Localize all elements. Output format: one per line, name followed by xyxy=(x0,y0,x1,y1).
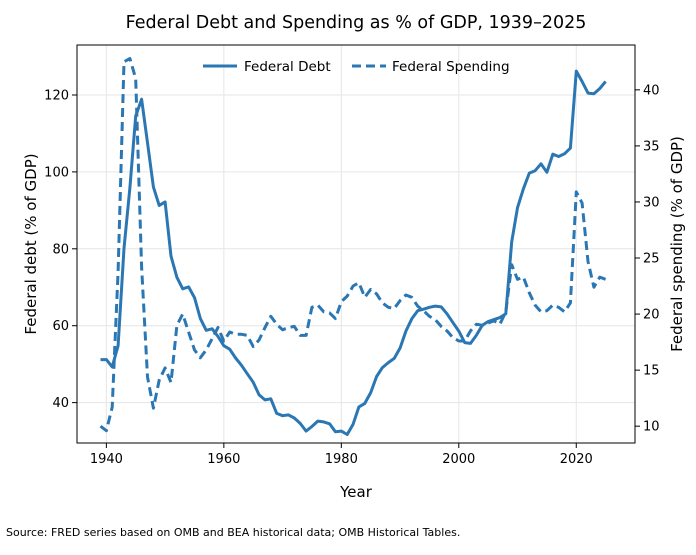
left-tick-label: 40 xyxy=(52,396,69,411)
series-line-federal-spending xyxy=(99,57,607,433)
x-tick-label: 1960 xyxy=(207,452,240,467)
x-tick-label: 2020 xyxy=(560,452,593,467)
left-tick-label: 100 xyxy=(44,165,69,180)
plot-lines xyxy=(99,57,607,436)
x-tick-label: 1940 xyxy=(90,452,123,467)
left-axis-label: Federal debt (% of GDP) xyxy=(22,153,40,334)
right-tick-label: 25 xyxy=(643,252,660,267)
left-axis-ticks: 40 60 80 100 120 xyxy=(44,88,77,411)
right-tick-label: 35 xyxy=(643,139,660,154)
grid xyxy=(77,45,635,443)
right-tick-label: 30 xyxy=(643,195,660,210)
right-axis-label: Federal spending (% of GDP) xyxy=(668,136,686,352)
right-axis-ticks: 10 15 20 25 30 35 40 xyxy=(635,83,660,435)
left-tick-label: 80 xyxy=(52,242,69,257)
source-note: Source: FRED series based on OMB and BEA… xyxy=(6,526,461,539)
x-axis-label: Year xyxy=(339,483,373,501)
right-tick-label: 40 xyxy=(643,83,660,98)
left-tick-label: 120 xyxy=(44,88,69,103)
series-line-federal-debt xyxy=(100,69,607,436)
legend: Federal Debt Federal Spending xyxy=(203,59,510,75)
legend-label-federal-debt: Federal Debt xyxy=(244,59,331,75)
right-tick-label: 15 xyxy=(643,364,660,379)
x-tick-label: 2000 xyxy=(442,452,475,467)
plot-frame xyxy=(76,44,636,444)
chart-title: Federal Debt and Spending as % of GDP, 1… xyxy=(126,13,587,33)
x-axis-ticks: 1940 1960 1980 2000 2020 xyxy=(90,443,593,467)
right-tick-label: 20 xyxy=(643,308,660,323)
legend-label-federal-spending: Federal Spending xyxy=(392,59,510,75)
left-tick-label: 60 xyxy=(52,319,69,334)
x-tick-label: 1980 xyxy=(325,452,358,467)
chart: Federal Debt and Spending as % of GDP, 1… xyxy=(22,13,686,501)
right-tick-label: 10 xyxy=(643,420,660,435)
